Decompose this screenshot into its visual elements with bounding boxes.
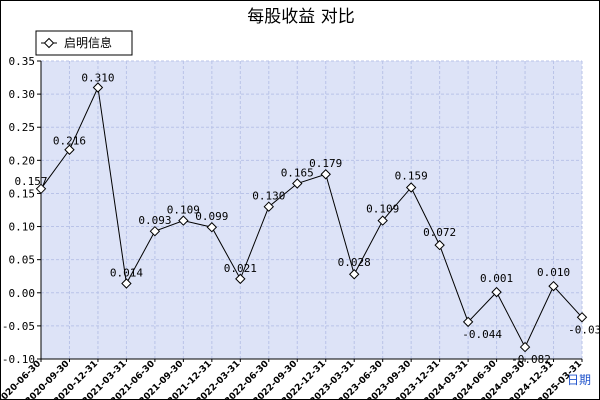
data-point-marker — [35, 183, 47, 195]
data-label: 0.010 — [537, 266, 570, 279]
data-point-marker — [235, 273, 246, 285]
legend-marker — [43, 37, 55, 49]
data-point-marker — [491, 286, 502, 298]
y-tick-label: 0.30 — [9, 88, 36, 101]
data-label: 0.093 — [138, 214, 171, 227]
data-label: 0.109 — [366, 203, 399, 216]
data-label: 0.216 — [53, 135, 86, 148]
data-point-marker — [405, 182, 417, 193]
data-point-marker — [292, 178, 303, 189]
data-point-marker — [178, 215, 189, 226]
data-label: 0.310 — [81, 71, 114, 84]
y-tick-label: -0.05 — [2, 320, 35, 333]
data-label: 0.179 — [309, 157, 342, 170]
data-point-marker — [548, 280, 559, 292]
series-line — [40, 85, 583, 349]
data-point-marker — [64, 144, 75, 155]
data-label: -0.044 — [462, 328, 502, 341]
data-label: -0.037 — [568, 323, 599, 336]
y-tick-label: 0.10 — [9, 221, 36, 234]
data-point-marker — [576, 312, 588, 323]
y-tick-label: 0.25 — [9, 121, 36, 134]
data-point-marker — [377, 215, 388, 226]
y-tick-label: 0.05 — [9, 254, 36, 267]
legend: 启明信息 — [35, 30, 133, 56]
data-point-marker — [349, 269, 360, 280]
y-tick-label: -0.10 — [2, 353, 35, 366]
plot-background — [41, 61, 582, 359]
data-label: 0.072 — [423, 226, 456, 239]
data-point-marker — [92, 82, 104, 93]
y-tick-label: 0.00 — [9, 287, 36, 300]
x-axis-unit-label: 日期 — [567, 373, 591, 387]
data-point-marker — [434, 239, 445, 251]
data-point-marker — [320, 169, 331, 180]
chart-title: 每股收益 对比 — [247, 7, 354, 27]
data-label: 0.157 — [14, 175, 47, 188]
data-point-marker — [121, 278, 132, 289]
data-point-marker — [149, 225, 161, 237]
data-label: 0.109 — [167, 204, 200, 217]
data-point-marker — [206, 222, 218, 233]
data-label: 0.001 — [480, 272, 513, 285]
plot-area: -0.10 -0.05 0.00 0.05 0.10 0.15 0.20 0.25 0.30 0.… — [1, 30, 599, 399]
y-tick-label: 0.35 — [9, 55, 36, 68]
data-label: 0.028 — [338, 256, 371, 269]
data-label: 0.099 — [195, 210, 228, 223]
y-tick-label: 0.20 — [9, 154, 36, 167]
data-point-marker — [519, 341, 531, 353]
data-point-marker — [462, 316, 474, 328]
data-label: 0.130 — [252, 190, 285, 203]
data-point-marker — [263, 201, 274, 212]
data-label: 0.165 — [281, 167, 314, 180]
data-label: 0.021 — [224, 262, 257, 275]
data-label: 0.159 — [395, 169, 428, 182]
data-label: -0.082 — [511, 353, 551, 366]
data-label: 0.014 — [110, 267, 143, 280]
legend-entry-label: 启明信息 — [64, 35, 112, 50]
y-tick-label: 0.15 — [9, 187, 36, 200]
